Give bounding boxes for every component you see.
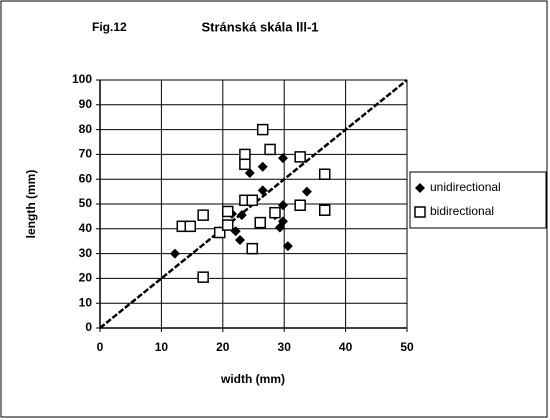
point bbox=[254, 216, 267, 229]
point bbox=[169, 248, 180, 259]
point bbox=[197, 271, 209, 283]
point bbox=[318, 204, 331, 216]
x-axis-label: width (mm) bbox=[220, 372, 285, 386]
y-tick-label: 80 bbox=[79, 122, 93, 136]
point bbox=[282, 241, 293, 252]
legend-label: bidirectional bbox=[430, 204, 494, 218]
point bbox=[318, 168, 331, 180]
point bbox=[246, 242, 259, 255]
y-tick-label: 90 bbox=[79, 97, 93, 111]
point bbox=[294, 151, 306, 163]
y-tick-label: 60 bbox=[79, 171, 93, 185]
point bbox=[246, 194, 259, 207]
point bbox=[221, 205, 234, 218]
legend-marker bbox=[415, 183, 425, 193]
point bbox=[213, 226, 226, 239]
point bbox=[257, 161, 268, 172]
y-tick-label: 40 bbox=[79, 221, 93, 235]
legend-marker bbox=[414, 206, 426, 218]
point bbox=[301, 186, 312, 197]
y-tick-label: 20 bbox=[79, 271, 93, 285]
point bbox=[234, 234, 245, 245]
x-tick-label: 50 bbox=[400, 340, 414, 354]
point bbox=[197, 209, 209, 221]
legend-label: unidirectional bbox=[430, 180, 501, 194]
point bbox=[277, 153, 288, 164]
chart-title: Stránská skála lll-1 bbox=[201, 19, 318, 34]
y-tick-label: 0 bbox=[85, 320, 92, 334]
point bbox=[239, 148, 251, 161]
x-tick-label: 10 bbox=[155, 340, 169, 354]
point bbox=[184, 220, 197, 233]
point bbox=[294, 199, 306, 211]
point bbox=[239, 158, 251, 171]
point bbox=[257, 185, 268, 196]
x-tick-label: 20 bbox=[216, 340, 230, 354]
x-tick-label: 40 bbox=[339, 340, 353, 354]
x-tick-label: 30 bbox=[278, 340, 292, 354]
point bbox=[264, 143, 276, 156]
point bbox=[221, 219, 234, 231]
legend-box bbox=[409, 171, 547, 229]
y-tick-label: 30 bbox=[79, 246, 93, 260]
point bbox=[269, 206, 281, 219]
x-tick-label: 0 bbox=[97, 340, 104, 354]
point bbox=[256, 123, 269, 136]
y-axis-label: length (mm) bbox=[24, 170, 38, 239]
y-tick-label: 70 bbox=[79, 147, 93, 161]
point bbox=[277, 216, 288, 227]
y-tick-label: 50 bbox=[79, 196, 93, 210]
point bbox=[244, 168, 255, 178]
y-tick-label: 100 bbox=[72, 72, 92, 86]
figure-label: Fig.12 bbox=[92, 20, 127, 34]
y-tick-label: 10 bbox=[79, 295, 93, 309]
point bbox=[236, 210, 247, 221]
